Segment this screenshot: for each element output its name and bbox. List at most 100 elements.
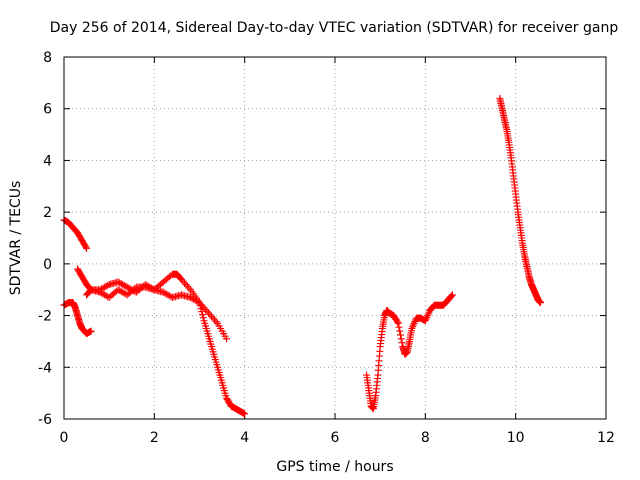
data-point: [448, 291, 456, 299]
data-point: [82, 243, 90, 251]
data-point: [393, 318, 401, 326]
data-point: [116, 279, 124, 287]
data-point: [116, 287, 124, 295]
data-point: [198, 308, 206, 316]
data-point: [165, 292, 173, 300]
y-tick-label: -2: [38, 309, 52, 325]
data-point: [83, 244, 91, 252]
data-point: [423, 313, 431, 321]
data-point: [196, 299, 203, 307]
data-point: [447, 293, 455, 301]
data-point: [448, 292, 456, 300]
data-point: [182, 281, 190, 289]
y-tick-label: 8: [43, 50, 52, 66]
chart-title: Day 256 of 2014, Sidereal Day-to-day VTE…: [50, 20, 619, 36]
data-point: [200, 304, 208, 312]
x-axis-label: GPS time / hours: [276, 459, 393, 475]
data-point: [424, 312, 432, 320]
data-point: [114, 278, 122, 286]
data-point: [424, 310, 432, 318]
y-tick-label: 0: [43, 257, 52, 273]
x-tick-label: 8: [421, 430, 430, 446]
data-point: [161, 289, 169, 297]
plot-frame: [63, 56, 607, 420]
data-point: [223, 335, 231, 343]
data-point: [87, 327, 95, 335]
data-point: [397, 335, 405, 343]
data-points: [60, 94, 545, 418]
x-tick-label: 10: [507, 430, 525, 446]
data-point: [410, 319, 418, 327]
y-tick-labels: -6 -4 -2 0 2 4 6 8: [38, 50, 52, 428]
data-point: [114, 286, 122, 294]
data-point: [101, 283, 109, 291]
data-point: [422, 315, 430, 323]
x-tick-label: 4: [240, 430, 249, 446]
data-point: [159, 288, 167, 296]
series-arc5: [363, 291, 456, 413]
data-point: [180, 279, 188, 287]
data-point: [208, 312, 216, 320]
data-point: [123, 283, 131, 291]
data-point: [199, 314, 207, 322]
series-arc1: [60, 216, 91, 252]
y-tick-label: 4: [43, 153, 52, 169]
data-point: [162, 290, 170, 298]
data-point: [205, 309, 213, 317]
data-point: [241, 410, 249, 418]
data-point: [199, 311, 207, 319]
data-point: [119, 281, 127, 289]
data-point: [395, 323, 403, 331]
data-point: [120, 281, 128, 289]
y-axis-label: SDTVAR / TECUs: [8, 181, 24, 296]
y-tick-label: 2: [43, 205, 52, 221]
data-point: [183, 282, 191, 290]
data-point: [101, 291, 109, 299]
x-tick-label: 6: [331, 430, 340, 446]
data-point: [212, 318, 220, 326]
grid-lines: [64, 57, 606, 419]
data-point: [206, 311, 214, 319]
x-tick-label: 0: [60, 430, 69, 446]
y-tick-label: -4: [38, 360, 52, 376]
y-tick-label: 6: [43, 102, 52, 118]
data-point: [177, 275, 185, 283]
data-point: [99, 290, 107, 298]
data-point: [179, 277, 187, 285]
data-point: [209, 314, 217, 322]
data-point: [398, 339, 406, 347]
data-point: [98, 289, 106, 297]
data-point: [421, 317, 429, 325]
data-point: [211, 316, 219, 324]
data-point: [86, 287, 94, 295]
series-arc2: [60, 299, 95, 338]
data-point: [185, 284, 193, 292]
data-point: [119, 288, 127, 296]
data-point: [196, 302, 204, 310]
data-point: [102, 282, 110, 290]
data-point: [186, 293, 194, 301]
data-point: [117, 287, 125, 295]
data-point: [164, 291, 172, 299]
data-point: [396, 327, 404, 335]
data-point: [394, 319, 402, 327]
series-arc6: [496, 94, 545, 307]
data-point: [99, 284, 107, 292]
series-arc4: [83, 270, 249, 418]
data-point: [104, 281, 112, 289]
x-tick-label: 2: [150, 430, 159, 446]
data-point: [117, 280, 125, 288]
data-point: [409, 323, 417, 331]
y-tick-label: -6: [38, 412, 52, 428]
data-point: [197, 305, 205, 313]
x-tick-label: 12: [597, 430, 615, 446]
data-point: [96, 288, 104, 296]
data-point: [408, 325, 416, 332]
data-point: [202, 306, 210, 314]
data-point: [537, 299, 545, 307]
data-point: [176, 274, 184, 282]
data-point: [396, 331, 404, 339]
data-point: [131, 284, 139, 292]
data-point: [409, 321, 417, 329]
